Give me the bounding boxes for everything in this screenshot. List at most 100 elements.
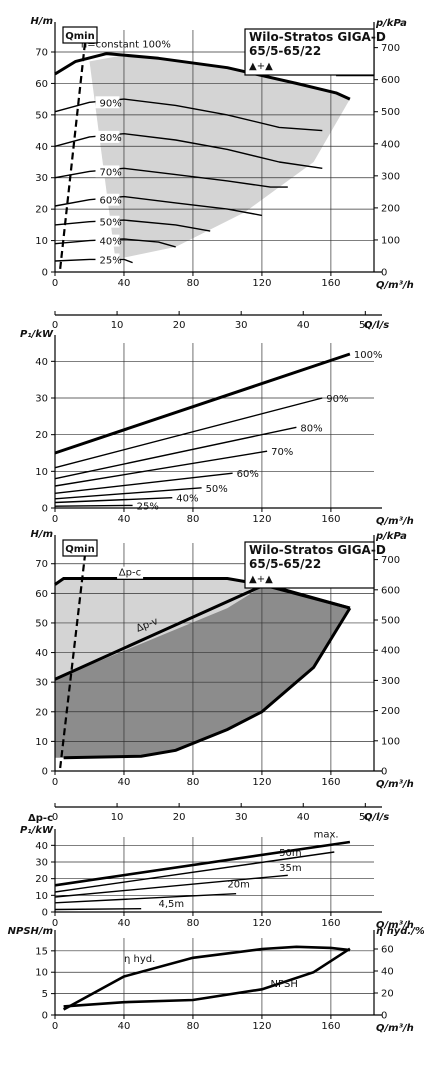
ls-tick-label: 30: [235, 812, 248, 823]
y2-tick-label: 500: [381, 107, 400, 118]
x-tick-label: 120: [252, 1021, 271, 1032]
x-axis-label: Q/m³/h: [376, 280, 414, 291]
y-tick-label: 70: [35, 559, 48, 570]
y-tick-label: 0: [42, 504, 48, 515]
y2-tick-label: 600: [381, 585, 400, 596]
x-tick-label: 120: [252, 278, 271, 289]
x-tick-label: 80: [187, 278, 200, 289]
curve-label: max.: [314, 830, 339, 841]
curve-label: 70%: [271, 447, 293, 458]
curve-label-bg: [95, 234, 120, 247]
curve-label: 90%: [99, 98, 121, 109]
speed-curve: [54, 98, 323, 132]
ls-tick-label: 40: [297, 320, 310, 331]
x-tick-label: 40: [118, 514, 131, 525]
ls-tick-label: 10: [111, 320, 124, 331]
y-tick-label: 5: [42, 989, 48, 1000]
curve-label: 70%: [99, 167, 121, 178]
curve-label-bg: [95, 96, 120, 109]
y2-tick-label: 100: [381, 736, 400, 747]
x-tick-label: 160: [321, 278, 340, 289]
y-tick-label: 30: [35, 678, 48, 689]
curve-label: 50m: [279, 848, 301, 859]
x-tick-label: 40: [118, 918, 131, 929]
curve-label-bg: [95, 165, 120, 178]
x-tick-label: 80: [187, 777, 200, 788]
x-tick-label: 80: [187, 918, 200, 929]
curve-label: 4,5m: [158, 899, 184, 910]
x-tick-label: 120: [252, 514, 271, 525]
operating-area: [89, 55, 350, 260]
y2-tick-label: 700: [381, 555, 400, 566]
curve-label: η hyd.: [124, 954, 155, 965]
y-tick-label: 30: [35, 394, 48, 405]
title-box: [244, 541, 375, 589]
x-tick-label: 40: [118, 777, 131, 788]
ls-tick-label: 50: [359, 812, 372, 823]
ls-tick-label: 50: [359, 320, 372, 331]
y-tick-label: 10: [35, 891, 48, 902]
speed-curve: [54, 52, 351, 101]
x-tick-label: 0: [52, 777, 58, 788]
power-curve: [54, 426, 297, 480]
y2-tick-label: 100: [381, 235, 400, 246]
control-curve-chart: 0 40 80 120 160 Q/m³/h01020304050607001002003…: [31, 529, 414, 790]
x-tick-label: 0: [52, 918, 58, 929]
min-speed-line: [63, 607, 352, 760]
power-curve: [54, 874, 288, 898]
curve-label: 40%: [176, 494, 198, 505]
y-tick-label: 10: [35, 236, 48, 247]
y2-tick-label: 0: [381, 268, 387, 279]
x-axis-label: Q/m³/h: [376, 516, 414, 527]
y-tick-label: 20: [35, 707, 48, 718]
curve-label: 25%: [137, 501, 159, 512]
dp-v-area: [55, 584, 350, 758]
y-tick-label: 60: [35, 589, 48, 600]
y2-tick-label: 200: [381, 706, 400, 717]
x-tick-label: 120: [252, 777, 271, 788]
power-curve: [54, 450, 268, 487]
twin-pump-symbol: ▲+▲: [249, 61, 273, 72]
power-curve: [54, 504, 133, 507]
speed-curve: [54, 167, 288, 188]
chart-subtitle: 65/5-65/22: [249, 44, 321, 58]
qmin-line: [59, 33, 88, 269]
x-tick-label: 0: [52, 514, 58, 525]
power-curve: [54, 893, 237, 904]
y-tick-label: 30: [35, 858, 48, 869]
x-axis-label: Q/m³/h: [376, 1023, 414, 1034]
curve-label: 25%: [99, 255, 121, 266]
power-curve: [54, 352, 351, 455]
y2-axis-label: p/kPa: [375, 531, 407, 542]
y-tick-label: 0: [42, 268, 48, 279]
y2-tick-label: 200: [381, 203, 400, 214]
qmin-line: [59, 545, 88, 769]
x-tick-label: 40: [118, 1021, 131, 1032]
chart-title: Wilo-Stratos GIGA-D: [249, 543, 386, 557]
power-curve: [54, 840, 351, 887]
y-tick-label: 10: [35, 737, 48, 748]
curve-label: 100%: [354, 350, 383, 361]
curve-label-bg: [95, 215, 120, 228]
curve-label: 50%: [99, 218, 121, 229]
x-tick-label: 40: [118, 278, 131, 289]
head-curve-chart: 0 40 80 120 160 Q/m³/h01020304050607001002003…: [31, 16, 414, 291]
power-curve: [54, 472, 233, 494]
twin-pump-symbol: ▲+▲: [249, 574, 273, 585]
y-tick-label: 0: [42, 908, 48, 919]
ls-tick-label: 0: [52, 812, 58, 823]
x-axis-label: Q/m³/h: [376, 779, 414, 790]
curve-label: 60%: [99, 196, 121, 207]
chart-subtitle: 65/5-65/22: [249, 557, 321, 571]
ls-tick-label: 0: [52, 320, 58, 331]
power-curve: [54, 497, 173, 504]
y-tick-label: 50: [35, 110, 48, 121]
y2-tick-label: 400: [381, 646, 400, 657]
flow-ls-axis: 0 10 20 30 40 50Q/l/s: [52, 803, 389, 823]
y2-tick-label: 300: [381, 676, 400, 687]
speed-curve: [54, 133, 323, 169]
y-axis-label: H/m: [31, 529, 53, 540]
power-curve: [54, 851, 335, 893]
y2-tick-label: 500: [381, 616, 400, 627]
x-tick-label: 120: [252, 918, 271, 929]
